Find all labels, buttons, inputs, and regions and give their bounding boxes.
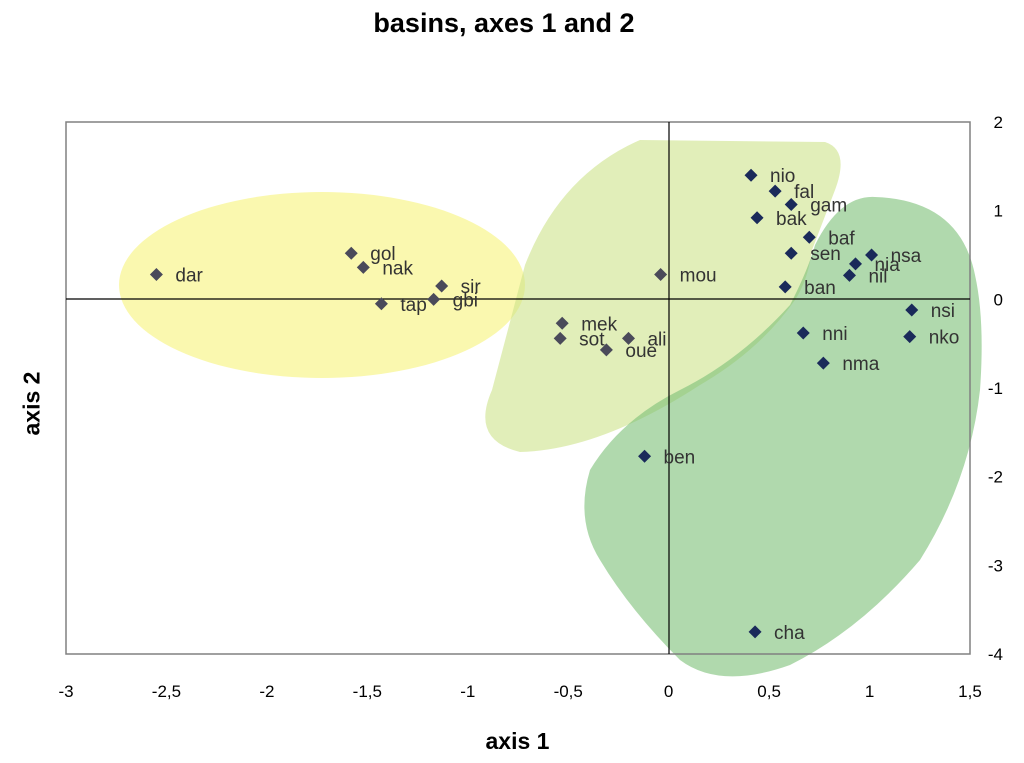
data-point-marker [905,303,919,317]
data-point-label: dar [175,266,203,287]
data-point-label: nsa [891,246,922,267]
chart-title: basins, axes 1 and 2 [373,8,635,38]
data-point-marker [842,268,856,282]
data-point-marker [778,280,792,294]
plot-area-frame [65,121,971,655]
data-point-marker [903,330,917,344]
data-point-label: mou [680,266,717,287]
data-point-label: nsi [931,301,955,322]
data-point-marker [149,268,163,282]
x-axis-label: axis 1 [485,728,550,754]
x-tick-label: -2,5 [152,682,181,701]
data-point-label: nil [868,266,887,287]
data-point-marker [356,260,370,274]
data-point-label: sen [810,244,841,265]
x-tick-label: 1,5 [958,682,982,701]
x-tick-label: -3 [58,682,73,701]
data-point-label: ben [664,447,696,468]
data-point-marker [802,230,816,244]
data-point-marker [435,279,449,293]
x-axis-ticks: -3 -2,5 -2 -1,5 -1 -0,5 0 0,5 1 1,5 [58,682,981,701]
data-point-label: cha [774,623,805,644]
data-point-marker [865,248,879,262]
data-point-label: sot [579,329,605,350]
data-point-marker [638,449,652,463]
data-point-marker [748,625,762,639]
y-tick-label: -4 [988,645,1003,664]
x-tick-label: 0,5 [757,682,781,701]
data-point-marker [744,168,758,182]
data-point-label: bak [776,209,807,230]
x-tick-label: -1,5 [353,682,382,701]
data-point-label: baf [828,228,855,249]
x-tick-label: -0,5 [554,682,583,701]
data-point-label: sir [461,277,482,298]
data-point-marker [599,343,613,357]
data-point-label: nni [822,324,847,345]
x-tick-label: -1 [460,682,475,701]
y-tick-label: -2 [988,468,1003,487]
data-point-label: gol [370,244,395,265]
data-point-label: ban [804,278,836,299]
green-group-region [584,196,982,677]
group-regions [119,140,982,677]
x-tick-label: 0 [664,682,673,701]
data-point-label: oue [625,341,657,362]
data-point-label: mek [581,314,617,335]
data-point-label: fal [794,182,814,203]
data-point-label: nma [842,354,879,375]
data-point-marker [768,184,782,198]
data-point-marker [654,268,668,282]
data-point-label: ali [647,329,666,350]
data-point-marker [555,316,569,330]
data-point-marker [784,197,798,211]
data-point-marker [816,356,830,370]
yellow-group-region [119,192,525,378]
data-point-label: tap [400,295,426,316]
data-point-marker [750,211,764,225]
data-point-marker [427,292,441,306]
data-point-label: nko [929,328,960,349]
y-tick-label: 1 [994,202,1003,221]
data-point-marker [848,257,862,271]
y-tick-label: -1 [988,379,1003,398]
data-point-marker [621,331,635,345]
data-point-marker [796,326,810,340]
data-point-label: nio [770,166,795,187]
y-tick-label: 0 [994,290,1003,309]
data-point-marker [374,297,388,311]
data-point-marker [553,331,567,345]
data-point-label: gam [810,195,847,216]
y-axis-ticks: 2 1 0 -1 -2 -3 -4 [988,113,1003,664]
data-point-marker [784,246,798,260]
x-tick-label: 1 [865,682,874,701]
y-tick-label: 2 [994,113,1003,132]
data-point-label: gbi [453,290,478,311]
data-point-marker [344,246,358,260]
data-point-label: nia [874,255,900,276]
x-tick-label: -2 [259,682,274,701]
y-tick-label: -3 [988,556,1003,575]
y-axis-label: axis 2 [18,371,45,436]
data-point-label: nak [382,258,413,279]
